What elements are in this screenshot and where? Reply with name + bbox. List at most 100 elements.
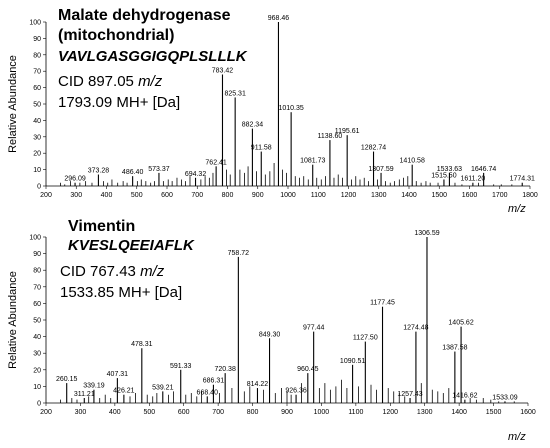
peak-label: 1195.61 bbox=[335, 128, 360, 135]
x-tick-label: 1000 bbox=[314, 409, 330, 416]
peak-label: 1533.63 bbox=[437, 166, 462, 173]
peak-label: 478.31 bbox=[131, 341, 153, 348]
peak-label: 296.09 bbox=[64, 176, 86, 183]
peak-label: 1306.59 bbox=[414, 230, 439, 237]
mass-line-1: 1793.09 MH+ [Da] bbox=[58, 94, 181, 111]
x-tick-label: 1600 bbox=[520, 409, 536, 416]
x-tick-label: 1100 bbox=[311, 192, 326, 199]
x-tick-label: 200 bbox=[40, 192, 52, 199]
peak-label: 1257.43 bbox=[397, 391, 422, 398]
peak-label: 1774.31 bbox=[510, 176, 535, 183]
peak-label: 407.31 bbox=[107, 371, 129, 378]
x-tick-label: 400 bbox=[109, 409, 121, 416]
precursor-value-1: CID 897.05 bbox=[58, 73, 134, 90]
peak-label: 1177.45 bbox=[370, 300, 395, 307]
protein-title-1-line2: (mitochondrial) bbox=[58, 27, 175, 44]
peak-label: 1611.20 bbox=[460, 176, 485, 183]
x-axis-title-1: m/z bbox=[508, 203, 526, 215]
x-tick-label: 1300 bbox=[417, 409, 433, 416]
y-axis-title-1: Relative Abundance bbox=[7, 55, 19, 153]
peak-label: 686.31 bbox=[203, 378, 225, 385]
y-tick-label: 90 bbox=[33, 251, 41, 258]
y-tick-label: 40 bbox=[33, 334, 41, 341]
x-tick-label: 1800 bbox=[522, 192, 538, 199]
x-tick-label: 300 bbox=[75, 409, 87, 416]
y-tick-label: 60 bbox=[33, 85, 41, 92]
y-tick-label: 20 bbox=[33, 151, 41, 158]
x-tick-label: 900 bbox=[281, 409, 293, 416]
peak-label: 720.38 bbox=[214, 366, 236, 373]
peak-label: 339.19 bbox=[83, 383, 105, 390]
peak-label: 573.37 bbox=[148, 166, 170, 173]
x-tick-label: 500 bbox=[143, 409, 155, 416]
y-tick-label: 80 bbox=[33, 268, 41, 275]
peak-label: 1646.74 bbox=[471, 166, 496, 173]
x-tick-label: 1700 bbox=[492, 192, 508, 199]
y-tick-label: 10 bbox=[33, 384, 41, 391]
peak-label: 926.36 bbox=[285, 388, 307, 395]
protein-title-2: Vimentin bbox=[68, 218, 136, 235]
y-tick-label: 60 bbox=[33, 301, 41, 308]
x-tick-label: 800 bbox=[247, 409, 259, 416]
peptide-sequence-2: KVESLQEEIAFLK bbox=[68, 237, 194, 254]
mass-line-2: 1533.85 MH+ [Da] bbox=[60, 284, 183, 301]
y-tick-label: 20 bbox=[33, 367, 41, 374]
y-tick-label: 70 bbox=[33, 69, 41, 76]
peak-label: 591.33 bbox=[170, 363, 192, 370]
peak-label: 1282.74 bbox=[361, 145, 386, 152]
x-tick-label: 1400 bbox=[401, 192, 417, 199]
peak-label: 960.45 bbox=[297, 366, 319, 373]
peak-label: 977.44 bbox=[303, 325, 325, 332]
peak-label: 762.41 bbox=[205, 159, 227, 166]
x-tick-label: 1100 bbox=[348, 409, 363, 416]
peak-label: 1127.50 bbox=[353, 335, 378, 342]
x-tick-label: 500 bbox=[131, 192, 143, 199]
peak-label: 1307.59 bbox=[368, 166, 393, 173]
y-tick-label: 90 bbox=[33, 36, 41, 43]
protein-title-1-line1: Malate dehydrogenase bbox=[58, 7, 231, 24]
peptide-sequence-1: VAVLGASGGIGQPLSLLLK bbox=[58, 48, 247, 65]
x-tick-label: 400 bbox=[101, 192, 113, 199]
x-tick-label: 1500 bbox=[431, 192, 447, 199]
x-tick-label: 800 bbox=[222, 192, 234, 199]
peak-label: 539.21 bbox=[152, 384, 174, 391]
x-tick-label: 600 bbox=[178, 409, 190, 416]
peak-label: 1081.73 bbox=[300, 158, 325, 165]
peak-label: 1410.58 bbox=[400, 158, 425, 165]
x-tick-label: 1500 bbox=[486, 409, 502, 416]
x-tick-label: 700 bbox=[212, 409, 224, 416]
peak-label: 825.31 bbox=[224, 90, 246, 97]
peak-label: 373.28 bbox=[88, 168, 110, 175]
y-tick-label: 30 bbox=[33, 134, 41, 141]
peak-label: 668.40 bbox=[197, 389, 219, 396]
peak-label: 311.21 bbox=[74, 391, 95, 398]
peak-label: 1138.60 bbox=[318, 133, 343, 140]
peak-label: 1090.51 bbox=[340, 358, 365, 365]
peak-label: 758.72 bbox=[228, 250, 250, 257]
peak-label: 1387.58 bbox=[442, 345, 467, 352]
y-tick-label: 50 bbox=[33, 318, 41, 325]
precursor-unit-2: m/z bbox=[140, 263, 165, 280]
y-tick-label: 30 bbox=[33, 351, 41, 358]
peak-label: 486.40 bbox=[122, 169, 144, 176]
precursor-line-1: CID 897.05 m/z bbox=[58, 74, 162, 89]
peak-label: 968.46 bbox=[268, 15, 290, 22]
y-tick-label: 40 bbox=[33, 118, 41, 125]
x-tick-label: 700 bbox=[191, 192, 203, 199]
x-tick-label: 1400 bbox=[451, 409, 467, 416]
peak-label: 426.21 bbox=[113, 388, 135, 395]
peak-label: 260.15 bbox=[56, 376, 78, 383]
precursor-line-2: CID 767.43 m/z bbox=[60, 264, 164, 279]
y-tick-label: 0 bbox=[37, 401, 41, 408]
precursor-value-2: CID 767.43 bbox=[60, 263, 136, 280]
peak-label: 911.58 bbox=[251, 145, 272, 152]
y-axis-title-2: Relative Abundance bbox=[7, 271, 19, 369]
precursor-unit-1: m/z bbox=[138, 73, 163, 90]
peak-label: 1533.09 bbox=[492, 394, 517, 401]
y-tick-label: 0 bbox=[37, 184, 41, 191]
peak-label: 783.42 bbox=[212, 67, 234, 74]
peak-label: 1416.62 bbox=[452, 393, 477, 400]
